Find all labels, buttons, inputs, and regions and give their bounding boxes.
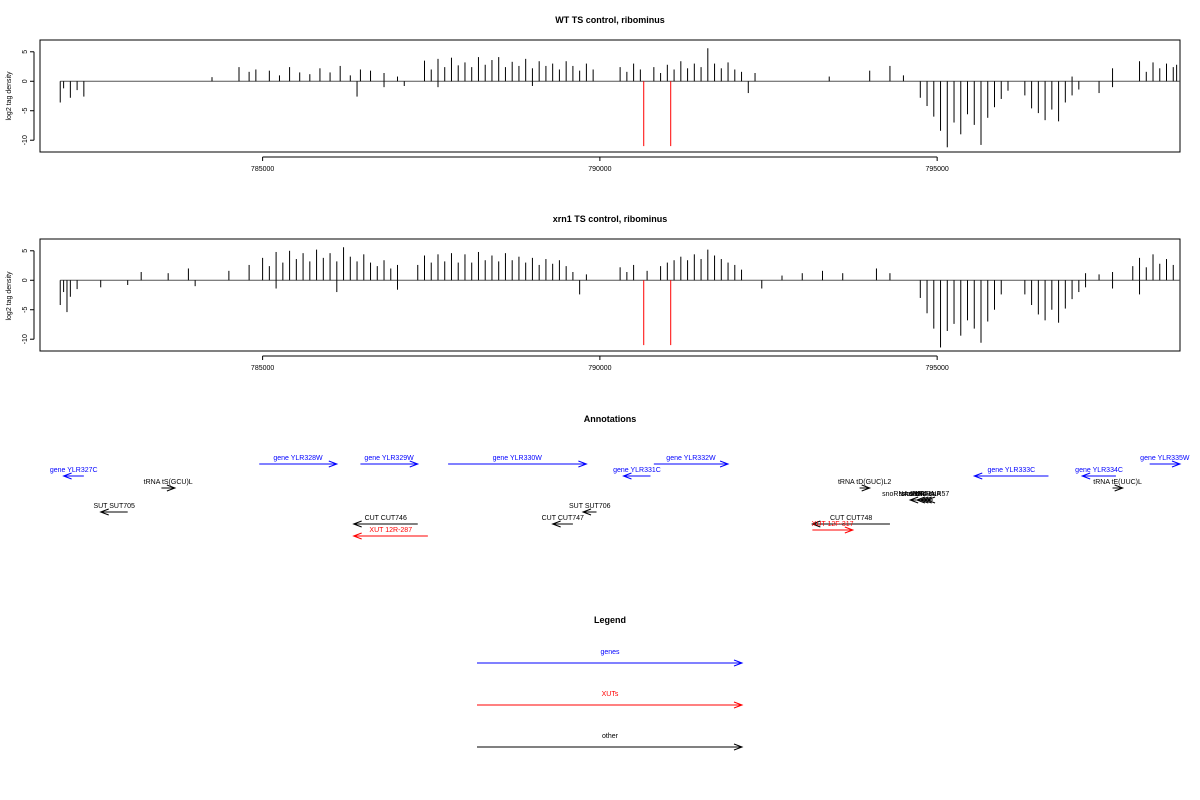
panel-title: WT TS control, ribominus: [555, 15, 665, 25]
feature-label: tRNA tE(UUC)L: [1093, 479, 1142, 486]
feature-arrow: snoRNA: [915, 491, 941, 504]
feature-label: CUT CUT748: [830, 515, 872, 522]
feature-arrow: CUT CUT747: [542, 515, 584, 528]
y-tick-label: 5: [22, 50, 29, 54]
feature-arrow: XUT 12R-287: [352, 527, 428, 540]
feature-label: tRNA tD(GUC)L2: [838, 479, 891, 486]
xrn1-tag-density-panel: xrn1 TS control, ribominus log2 tag dens…: [6, 214, 1181, 372]
feature-label: gene YLR335W: [1140, 455, 1190, 462]
y-tick-label: 0: [22, 278, 29, 282]
y-tick-label: -5: [22, 307, 29, 313]
feature-arrow: gene YLR333C: [972, 467, 1049, 480]
feature-label: gene YLR331C: [613, 467, 661, 474]
legend-items: genes XUTs other: [477, 649, 744, 751]
legend: Legend genes XUTs other: [477, 615, 744, 751]
feature-label: snoRNA: [915, 491, 941, 498]
y-tick-label: -10: [22, 135, 29, 145]
legend-label: XUTs: [602, 691, 619, 698]
feature-label: snoRNA snR57: [901, 491, 949, 498]
feature-arrow: snoRNA snR: [882, 491, 922, 504]
x-tick-label: 790000: [588, 166, 611, 173]
y-tick-label: -5: [22, 108, 29, 114]
x-tick-label: 790000: [588, 365, 611, 372]
feature-arrow: tRNA tS(GCU)L: [144, 479, 193, 492]
feature-arrow: gene YLR329W: [360, 455, 420, 468]
feature-arrow: CUT CUT748: [810, 515, 890, 528]
legend-item: XUTs: [477, 691, 744, 709]
annotations-track: Annotations gene YLR327C tRNA tS(GCU)L SUT…: [50, 414, 1190, 540]
feature-label: XUT 12R-287: [369, 527, 412, 534]
feature-label: gene YLR334C: [1075, 467, 1123, 474]
feature-label: gene YLR332W: [666, 455, 716, 462]
feature-arrow: gene YLR331C: [613, 467, 661, 480]
feature-label: XUT 12F-317: [812, 521, 854, 528]
legend-title: Legend: [594, 615, 626, 625]
feature-label: SUT SUT705: [93, 503, 135, 510]
annotations-title: Annotations: [584, 414, 637, 424]
y-axis-label: log2 tag density: [6, 71, 13, 121]
y-tick-label: -10: [22, 334, 29, 344]
feature-label: gene YLR329W: [364, 455, 414, 462]
feature-arrow: gene YLR335W: [1140, 455, 1190, 468]
feature-label: snoRNA: [899, 491, 925, 498]
feature-label: gene YLR333C: [987, 467, 1035, 474]
density-bars: [59, 48, 1181, 148]
legend-label: genes: [600, 649, 620, 656]
y-tick-label: 0: [22, 79, 29, 83]
panel-title: xrn1 TS control, ribominus: [553, 214, 668, 224]
feature-label: gene YLR328W: [273, 455, 323, 462]
x-tick-label: 785000: [251, 365, 274, 372]
feature-label: tRNA tS(GCU)L: [144, 479, 193, 486]
x-tick-label: 795000: [925, 365, 948, 372]
plot-frame: [39, 238, 1181, 352]
feature-label: gene YLR330W: [493, 455, 543, 462]
wt-tag-density-panel: WT TS control, ribominus log2 tag densit…: [6, 15, 1181, 173]
feature-arrow: gene YLR330W: [448, 455, 588, 468]
density-bars: [59, 247, 1181, 348]
feature-arrow: snoRNA: [899, 491, 925, 504]
legend-label: other: [602, 733, 619, 740]
axes: 5 0 -5 -10 785000 790000 795000: [22, 50, 949, 173]
legend-item: other: [477, 733, 744, 751]
feature-arrow: gene YLR332W: [653, 455, 730, 468]
x-tick-label: 785000: [251, 166, 274, 173]
feature-arrow: gene YLR328W: [259, 455, 339, 468]
axes: 5 0 -5 -10 785000 790000 795000: [22, 249, 949, 372]
plot-frame: [39, 39, 1181, 153]
feature-arrow: CUT CUT746: [352, 515, 418, 528]
feature-arrow: gene YLR334C: [1075, 467, 1123, 480]
feature-label: CUT CUT746: [365, 515, 407, 522]
feature-label: snoRNA snR: [882, 491, 922, 498]
feature-label: SUT SUT706: [569, 503, 611, 510]
feature-label: CUT CUT747: [542, 515, 584, 522]
feature-label: snoRNA: [909, 491, 935, 498]
y-axis-label: log2 tag density: [6, 271, 13, 321]
feature-arrow: SUT SUT706: [569, 503, 611, 516]
x-tick-label: 795000: [925, 166, 948, 173]
feature-arrow: SUT SUT705: [93, 503, 135, 516]
legend-item: genes: [477, 649, 744, 667]
feature-arrow: XUT 12F-317: [812, 521, 855, 534]
feature-arrow: gene YLR327C: [50, 467, 98, 480]
feature-arrows: gene YLR327C tRNA tS(GCU)L SUT SUT705 gene …: [50, 455, 1190, 540]
feature-arrow: tRNA tD(GUC)L2: [838, 479, 891, 492]
feature-arrow: tRNA tE(UUC)L: [1093, 479, 1142, 492]
feature-label: gene YLR327C: [50, 467, 98, 474]
y-tick-label: 5: [22, 249, 29, 253]
